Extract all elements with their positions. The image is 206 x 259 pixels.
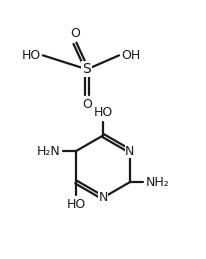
Text: HO: HO [67, 198, 86, 211]
Text: N: N [98, 191, 108, 204]
Text: OH: OH [121, 49, 140, 62]
Text: O: O [82, 98, 92, 111]
Text: O: O [70, 27, 80, 40]
Text: HO: HO [93, 106, 113, 119]
Text: HO: HO [22, 49, 41, 62]
Text: H₂N: H₂N [36, 145, 60, 157]
Text: N: N [125, 145, 135, 157]
Text: S: S [83, 62, 91, 76]
Text: NH₂: NH₂ [146, 176, 170, 189]
